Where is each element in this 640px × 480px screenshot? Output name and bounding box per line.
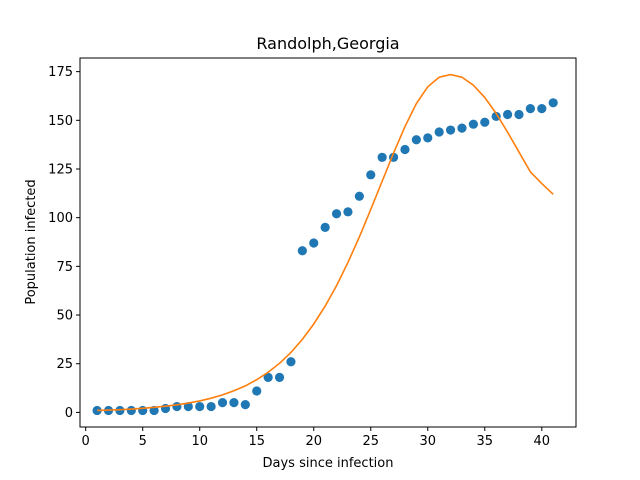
y-tick-label: 50 (56, 309, 73, 324)
y-tick-label: 25 (56, 357, 73, 372)
y-tick-label: 0 (65, 406, 73, 421)
data-point (502, 109, 513, 120)
data-point (423, 133, 433, 143)
data-point (400, 144, 410, 155)
x-tick-label: 40 (534, 434, 551, 449)
x-axis-label: Days since infection (263, 456, 394, 471)
data-point (206, 401, 216, 412)
y-tick-label: 125 (48, 162, 73, 177)
x-tick-label: 10 (191, 434, 208, 449)
data-point (195, 401, 205, 412)
x-axis: 0 5 10 15 20 25 30 35 40 (82, 427, 551, 449)
data-point (217, 398, 228, 408)
data-point (343, 207, 353, 217)
data-point (468, 119, 478, 129)
data-point (366, 170, 376, 180)
data-point (457, 123, 467, 133)
y-tick-label: 100 (48, 211, 73, 226)
fit-curve (97, 73, 554, 412)
data-point (229, 398, 239, 408)
data-point (514, 109, 524, 120)
data-point (480, 117, 490, 127)
y-tick-label: 75 (56, 260, 73, 275)
y-axis-label: Population infected (24, 179, 39, 304)
data-point (172, 401, 182, 412)
data-point (138, 405, 148, 416)
data-point (377, 152, 387, 162)
x-tick-label: 25 (362, 434, 379, 449)
x-tick-label: 0 (82, 434, 90, 449)
x-tick-label: 30 (419, 434, 436, 449)
y-tick-label: 150 (48, 114, 73, 129)
y-axis: 0 25 50 75 100 125 150 175 (48, 65, 80, 421)
data-point (537, 104, 547, 114)
data-point (354, 191, 364, 201)
data-point (297, 246, 307, 256)
y-tick-label: 175 (48, 65, 73, 80)
x-tick-label: 15 (248, 434, 265, 449)
data-point (252, 386, 262, 396)
data-point (263, 372, 273, 382)
data-point (548, 98, 558, 108)
plot-area (92, 73, 558, 416)
data-point (309, 238, 319, 248)
x-tick-label: 20 (305, 434, 322, 449)
data-point (320, 222, 330, 233)
data-point (525, 104, 535, 114)
data-point (434, 127, 444, 137)
plot-frame (79, 57, 577, 428)
data-point (331, 209, 342, 219)
data-point (183, 401, 193, 412)
chart-title: Randolph,Georgia (256, 34, 399, 53)
data-point (411, 135, 421, 145)
x-tick-label: 35 (477, 434, 494, 449)
data-point (240, 400, 250, 410)
data-point (274, 372, 285, 382)
data-point (445, 125, 456, 135)
x-tick-label: 5 (139, 434, 147, 449)
data-point (286, 357, 296, 367)
data-point (126, 405, 136, 416)
